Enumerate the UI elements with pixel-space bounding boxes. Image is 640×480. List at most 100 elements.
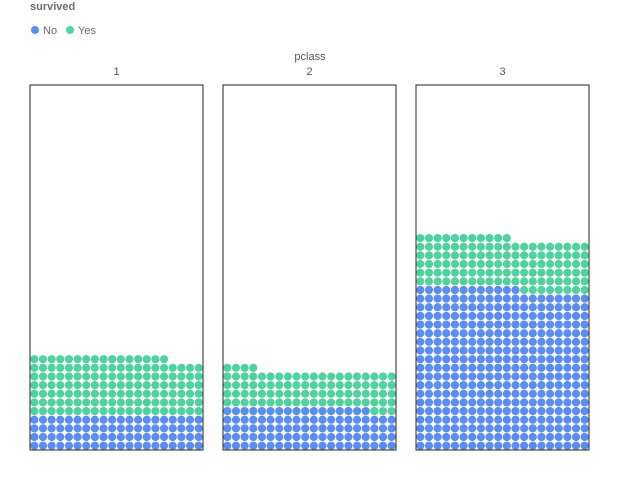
dot-no-pclass-1 [108, 415, 117, 424]
dot-no-pclass-3 [580, 363, 589, 372]
dot-no-pclass-1 [64, 432, 74, 442]
dot-no-pclass-3 [537, 406, 546, 416]
dot-yes-pclass-1 [151, 363, 160, 372]
dot-no-pclass-2 [387, 432, 396, 442]
dot-no-pclass-2 [283, 406, 292, 416]
dot-yes-pclass-3 [485, 233, 494, 243]
dot-yes-pclass-3 [571, 277, 581, 286]
dot-no-pclass-3 [485, 398, 494, 407]
dot-no-pclass-3 [580, 329, 589, 338]
dot-no-pclass-3 [442, 355, 451, 364]
dot-yes-pclass-1 [159, 398, 169, 407]
dot-yes-pclass-2 [283, 398, 292, 407]
dot-yes-pclass-1 [56, 372, 65, 381]
dot-no-pclass-2 [257, 406, 267, 416]
dot-yes-pclass-1 [116, 381, 125, 390]
dot-no-pclass-3 [580, 389, 589, 398]
dot-no-pclass-3 [442, 329, 451, 338]
dot-yes-pclass-1 [125, 398, 134, 407]
dot-no-pclass-1 [177, 424, 186, 433]
dot-yes-pclass-3 [545, 251, 555, 260]
dot-no-pclass-1 [134, 432, 143, 442]
dot-no-pclass-3 [468, 441, 477, 450]
dot-no-pclass-1 [108, 432, 117, 442]
dot-no-pclass-3 [450, 355, 460, 364]
dot-no-pclass-3 [545, 432, 555, 442]
dot-no-pclass-3 [424, 398, 434, 407]
dot-no-pclass-3 [511, 406, 520, 416]
dot-yes-pclass-1 [185, 372, 195, 381]
dot-no-pclass-3 [554, 381, 563, 390]
dot-no-pclass-3 [468, 432, 477, 442]
dot-no-pclass-2 [309, 406, 318, 416]
legend-label-yes: Yes [78, 25, 96, 37]
dot-no-pclass-2 [292, 406, 301, 416]
dot-yes-pclass-1 [168, 381, 177, 390]
dot-yes-pclass-2 [344, 381, 353, 390]
dot-yes-pclass-2 [283, 381, 292, 390]
dot-no-pclass-3 [520, 432, 529, 442]
dot-no-pclass-3 [554, 424, 563, 433]
dot-yes-pclass-3 [476, 268, 485, 277]
dot-no-pclass-3 [528, 320, 537, 329]
dot-no-pclass-1 [38, 415, 48, 424]
dot-no-pclass-2 [309, 424, 318, 433]
dot-no-pclass-3 [433, 294, 442, 303]
dot-no-pclass-3 [485, 337, 494, 346]
dot-yes-pclass-3 [494, 259, 503, 269]
legend-title: survived [30, 1, 75, 13]
dot-no-pclass-3 [494, 406, 503, 416]
dot-yes-pclass-3 [537, 268, 546, 277]
dot-yes-pclass-3 [563, 251, 572, 260]
dot-no-pclass-3 [511, 372, 520, 381]
dot-no-pclass-3 [485, 406, 494, 416]
dot-no-pclass-3 [450, 329, 460, 338]
dot-no-pclass-3 [511, 381, 520, 390]
dot-yes-pclass-1 [142, 381, 151, 390]
dot-no-pclass-2 [240, 415, 249, 424]
dot-no-pclass-3 [537, 415, 546, 424]
dot-no-pclass-3 [485, 389, 494, 398]
dot-no-pclass-3 [485, 311, 494, 321]
dot-yes-pclass-3 [511, 242, 520, 251]
dot-yes-pclass-1 [30, 406, 39, 416]
dot-no-pclass-3 [545, 363, 555, 372]
dot-no-pclass-1 [64, 424, 74, 433]
dot-no-pclass-1 [151, 424, 160, 433]
dot-no-pclass-3 [485, 355, 494, 364]
dot-yes-pclass-2 [327, 372, 336, 381]
dot-no-pclass-3 [424, 329, 434, 338]
panel-frame-1 [29, 84, 204, 451]
dot-no-pclass-3 [511, 311, 520, 321]
dot-no-pclass-2 [387, 441, 396, 450]
dot-no-pclass-3 [476, 441, 485, 450]
dot-yes-pclass-1 [38, 406, 48, 416]
dot-no-pclass-3 [537, 355, 546, 364]
dot-yes-pclass-3 [554, 242, 563, 251]
dot-no-pclass-3 [545, 329, 555, 338]
dot-yes-pclass-3 [520, 277, 529, 286]
dot-no-pclass-3 [571, 320, 581, 329]
dot-yes-pclass-2 [266, 389, 275, 398]
dot-no-pclass-3 [528, 355, 537, 364]
dot-no-pclass-3 [485, 320, 494, 329]
dot-no-pclass-1 [116, 424, 125, 433]
dot-no-pclass-2 [292, 415, 301, 424]
dot-yes-pclass-1 [38, 372, 48, 381]
dot-no-pclass-3 [502, 329, 511, 338]
dot-no-pclass-3 [554, 415, 563, 424]
dot-no-pclass-3 [459, 389, 468, 398]
dot-no-pclass-3 [545, 424, 555, 433]
dot-yes-pclass-1 [125, 389, 134, 398]
dot-no-pclass-1 [47, 441, 56, 450]
dot-no-pclass-3 [580, 406, 589, 416]
dot-no-pclass-2 [344, 406, 353, 416]
dot-no-pclass-3 [442, 337, 451, 346]
dot-yes-pclass-1 [177, 381, 186, 390]
dot-no-pclass-3 [511, 355, 520, 364]
dot-yes-pclass-3 [502, 277, 511, 286]
dot-no-pclass-1 [185, 441, 195, 450]
dot-yes-pclass-1 [56, 381, 65, 390]
dot-no-pclass-3 [468, 329, 477, 338]
dot-yes-pclass-2 [275, 381, 284, 390]
